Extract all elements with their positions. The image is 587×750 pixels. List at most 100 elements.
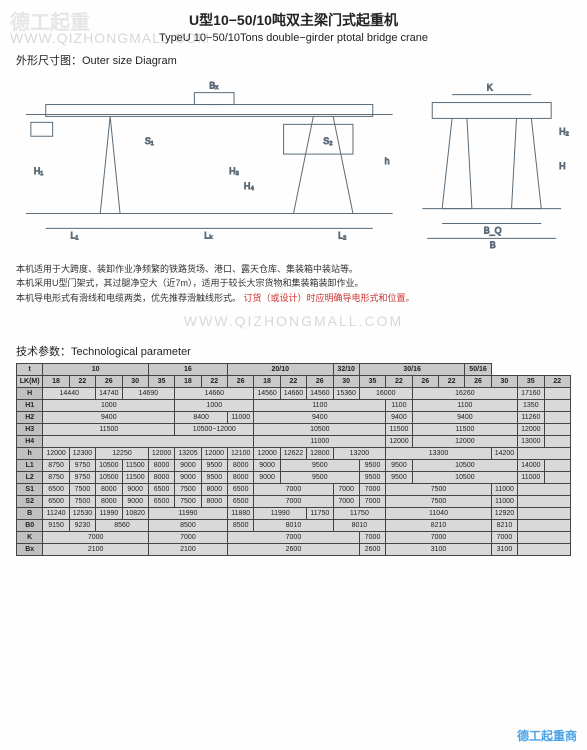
table-cell: 1100 bbox=[412, 400, 518, 412]
table-cell: 8010 bbox=[333, 520, 386, 532]
svg-text:H₄: H₄ bbox=[244, 181, 254, 191]
svg-text:h: h bbox=[385, 156, 390, 166]
table-cell: 6500 bbox=[148, 496, 174, 508]
table-cell: 2600 bbox=[228, 544, 360, 556]
table-cell: 8500 bbox=[228, 520, 254, 532]
table-cell: 10500 bbox=[412, 460, 518, 472]
table-cell: 6500 bbox=[43, 484, 69, 496]
table-cell: 12000 bbox=[412, 436, 518, 448]
table-cell: 11750 bbox=[307, 508, 333, 520]
table-cell: 1350 bbox=[518, 400, 544, 412]
table-row-label: L1 bbox=[17, 460, 43, 472]
table-cell: 14000 bbox=[518, 460, 544, 472]
table-cell: 16260 bbox=[412, 388, 518, 400]
table-cell: 9000 bbox=[175, 460, 201, 472]
table-cell: 11000 bbox=[491, 484, 517, 496]
table-cell: 16000 bbox=[359, 388, 412, 400]
table-cell: 11240 bbox=[43, 508, 69, 520]
table-lk-cell: 26 bbox=[228, 376, 254, 388]
table-cell: 14660 bbox=[280, 388, 306, 400]
table-cell: 14740 bbox=[96, 388, 122, 400]
title-en: TypeU 10−50/10Tons double−girder ptotal … bbox=[16, 32, 571, 44]
table-cell: 12920 bbox=[491, 508, 517, 520]
table-cell: 6500 bbox=[43, 496, 69, 508]
table-cell: 9500 bbox=[201, 472, 227, 484]
table-lk-cell: 22 bbox=[386, 376, 412, 388]
table-cell: 9230 bbox=[69, 520, 95, 532]
outer-size-diagram: L₁ Lₖ L₂ Bₓ S₁ S₂ H₁ H₃ H₄ h K H₂ H B_Q … bbox=[16, 74, 571, 254]
table-lk-cell: 35 bbox=[518, 376, 544, 388]
table-lk-cell: 18 bbox=[43, 376, 69, 388]
table-cell: 9000 bbox=[175, 472, 201, 484]
table-cell: 11500 bbox=[122, 472, 148, 484]
table-cell: 7000 bbox=[228, 532, 360, 544]
table-cell: 9750 bbox=[69, 460, 95, 472]
table-lk-cell: 26 bbox=[412, 376, 438, 388]
outer-size-label: 外形尺寸图：Outer size Diagram bbox=[16, 52, 571, 68]
table-cell: 1100 bbox=[254, 400, 386, 412]
table-lk-cell: 22 bbox=[280, 376, 306, 388]
desc-line-3b: 订货（或设计）时应明确导电形式和位置。 bbox=[244, 293, 415, 303]
table-lk-cell: 22 bbox=[69, 376, 95, 388]
description-block: 本机适用于大跨度、装卸作业净频繁的铁路货场、港口、露天仓库、集装箱中装站等。 本… bbox=[16, 262, 571, 305]
svg-text:H₃: H₃ bbox=[229, 166, 239, 176]
table-cell: 12000 bbox=[518, 424, 544, 436]
table-cell: 9000 bbox=[122, 496, 148, 508]
svg-text:Lₖ: Lₖ bbox=[204, 230, 213, 240]
desc-line-3a: 本机导电形式有滑线和电缆两类，优先推荐滑触线形式。 bbox=[16, 293, 241, 303]
parameter-table: t101620/1032/1030/1650/16 LK(M)182226303… bbox=[16, 363, 571, 556]
table-cell: 13200 bbox=[333, 448, 386, 460]
table-cell: 8500 bbox=[148, 520, 227, 532]
table-cell: 8000 bbox=[228, 460, 254, 472]
table-row-label: S1 bbox=[17, 484, 43, 496]
table-cell: 8000 bbox=[148, 472, 174, 484]
table-row-label: h bbox=[17, 448, 43, 460]
svg-text:K: K bbox=[487, 83, 493, 93]
table-cell: 8000 bbox=[201, 484, 227, 496]
table-cell: 12530 bbox=[69, 508, 95, 520]
table-cell: 7000 bbox=[148, 532, 227, 544]
table-group-header: 30/16 bbox=[359, 364, 465, 376]
table-cell: 12000 bbox=[201, 448, 227, 460]
table-cell: 11000 bbox=[491, 496, 517, 508]
table-group-header: 10 bbox=[43, 364, 149, 376]
table-lk-cell: 30 bbox=[491, 376, 517, 388]
table-cell: 7000 bbox=[254, 484, 333, 496]
svg-text:B_Q: B_Q bbox=[484, 225, 502, 235]
table-cell: 7500 bbox=[386, 496, 492, 508]
table-row-label: K bbox=[17, 532, 43, 544]
table-cell: 10500 bbox=[96, 460, 122, 472]
table-cell: 14660 bbox=[175, 388, 254, 400]
table-cell: 1100 bbox=[386, 400, 412, 412]
table-cell: 1000 bbox=[175, 400, 254, 412]
table-lk-cell: 18 bbox=[175, 376, 201, 388]
table-row-label: L2 bbox=[17, 472, 43, 484]
table-group-header: 32/10 bbox=[333, 364, 359, 376]
table-cell: 11750 bbox=[333, 508, 386, 520]
svg-text:B: B bbox=[490, 240, 496, 250]
table-row-label: H1 bbox=[17, 400, 43, 412]
table-cell: 7500 bbox=[69, 484, 95, 496]
table-lk-cell: 26 bbox=[307, 376, 333, 388]
table-cell: 10500 bbox=[254, 424, 386, 436]
tech-param-label: 技术参数：Technological parameter bbox=[16, 343, 571, 359]
table-cell: 9000 bbox=[254, 472, 280, 484]
table-cell: 7000 bbox=[491, 532, 517, 544]
svg-text:H₂: H₂ bbox=[559, 126, 569, 136]
desc-line-2: 本机采用U型门架式，其过腿净空大（近7m），适用于较长大宗货物和集装箱装卸作业。 bbox=[16, 276, 571, 290]
table-cell: 7500 bbox=[69, 496, 95, 508]
table-cell: 17160 bbox=[518, 388, 544, 400]
table-cell: 9150 bbox=[43, 520, 69, 532]
table-cell: 10500−12000 bbox=[175, 424, 254, 436]
table-cell: 9500 bbox=[280, 472, 359, 484]
table-cell: 2600 bbox=[359, 544, 385, 556]
table-row-label: B bbox=[17, 508, 43, 520]
svg-text:H₁: H₁ bbox=[34, 166, 43, 176]
svg-text:L₂: L₂ bbox=[338, 230, 347, 240]
table-cell: 10500 bbox=[96, 472, 122, 484]
table-cell: 11040 bbox=[386, 508, 492, 520]
table-cell: 11500 bbox=[43, 424, 175, 436]
table-cell: 8750 bbox=[43, 472, 69, 484]
svg-text:L₁: L₁ bbox=[71, 230, 79, 240]
table-cell: 7000 bbox=[333, 484, 359, 496]
